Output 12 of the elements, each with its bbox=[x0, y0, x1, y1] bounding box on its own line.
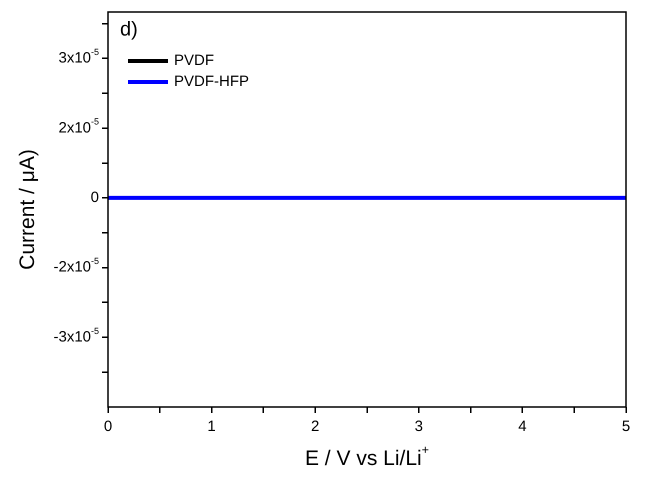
x-tick-label: 3 bbox=[414, 418, 423, 436]
x-axis-title: E / V vs Li/Li+ bbox=[304, 443, 430, 470]
x-tick-label: 2 bbox=[311, 418, 320, 436]
legend-label: PVDF bbox=[174, 52, 214, 70]
x-tick-label: 1 bbox=[207, 418, 216, 436]
x-tick-label: 4 bbox=[518, 418, 527, 436]
x-tick-label: 0 bbox=[104, 418, 112, 436]
legend-label: PVDF-HFP bbox=[174, 73, 249, 90]
x-tick-label: 5 bbox=[622, 418, 630, 436]
y-tick-label: 0 bbox=[90, 189, 99, 206]
annotation: d) bbox=[120, 18, 138, 41]
y-axis-title: Current / μA) bbox=[16, 149, 39, 270]
